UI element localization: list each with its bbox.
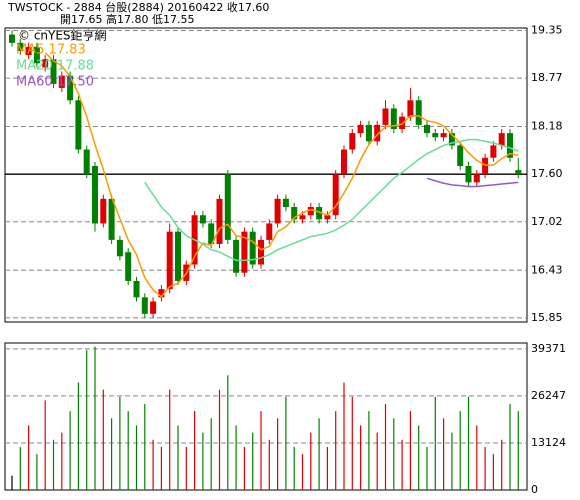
y-tick-label: 26247 (531, 389, 566, 402)
candle-body (507, 133, 513, 158)
candle-body (150, 301, 157, 314)
header-line: 開17.65 高17.80 低17.55 (60, 12, 194, 26)
candle-body (341, 149, 347, 175)
ma-line (426, 177, 519, 188)
candle-body (266, 223, 273, 240)
candle-body (75, 100, 82, 150)
candle-body (365, 124, 372, 142)
candle-body (67, 75, 74, 101)
candle-body (241, 231, 248, 273)
price-frame (4, 27, 528, 323)
candle-body (399, 116, 406, 130)
candle-body (224, 174, 231, 240)
candle-body (432, 133, 439, 138)
candle-body (448, 133, 455, 146)
y-tick-label: 16.43 (531, 263, 563, 276)
candle-body (490, 145, 497, 158)
candle-body (332, 174, 339, 216)
candle-body (382, 108, 389, 125)
y-tick-label: 18.18 (531, 120, 563, 133)
candle-body (83, 149, 90, 175)
candle-body (100, 198, 107, 224)
candle-body (415, 100, 422, 125)
candle-body (33, 46, 40, 64)
candle-body (25, 46, 32, 56)
candle-body (473, 174, 480, 183)
candle-body (199, 215, 206, 224)
candle-body (233, 239, 240, 273)
candle-body (349, 133, 356, 150)
candle-body (58, 75, 65, 88)
legend-entry: MA60 17.50 (16, 75, 94, 90)
candle-body (141, 297, 148, 314)
volume-frame (4, 342, 528, 491)
candle-body (316, 207, 323, 220)
candle-body (465, 165, 472, 183)
candle-body (291, 207, 298, 220)
y-tick-label: 13124 (531, 436, 566, 449)
candle-body (249, 231, 256, 265)
ma-line (144, 138, 519, 262)
candle-body (498, 133, 505, 146)
legend-entry: MA5 17.83 (16, 43, 86, 58)
y-tick-label: 39371 (531, 342, 566, 355)
candle-body (216, 198, 223, 244)
candle-body (282, 198, 289, 208)
candle-body (208, 223, 215, 244)
candle-body (307, 207, 314, 216)
y-tick-label: 17.02 (531, 215, 563, 228)
candle-body (440, 133, 447, 138)
y-tick-label: 0 (531, 483, 538, 496)
candle-body (258, 239, 264, 265)
candle-body (324, 215, 331, 220)
ma-line (44, 52, 519, 298)
y-tick-label: 18.77 (531, 71, 563, 84)
candle-body (9, 34, 15, 43)
candle-body (166, 231, 173, 290)
y-tick-label: 17.60 (531, 167, 563, 180)
candle-body (158, 289, 165, 298)
candle-body (133, 280, 140, 298)
candle-body (299, 215, 306, 220)
candle-body (407, 100, 414, 117)
candle-body (390, 108, 397, 130)
candle-body (274, 198, 281, 224)
candle-body (175, 231, 181, 281)
y-tick-label: 15.85 (531, 311, 563, 324)
legend-entry: MA20 17.88 (16, 59, 94, 74)
candle-body (515, 170, 522, 175)
candle-body (457, 145, 464, 166)
candle-body (125, 252, 132, 281)
candle-body (357, 124, 364, 134)
candle-body (108, 198, 115, 240)
y-tick-label: 19.35 (531, 23, 563, 36)
candle-body (424, 124, 430, 134)
candle-body (42, 59, 49, 68)
candle-body (50, 59, 57, 84)
candle-body (17, 42, 24, 51)
watermark: © cnYES鉅亨網 (18, 28, 107, 43)
candle-body (92, 165, 98, 224)
candle-body (116, 239, 123, 257)
header-line: TWSTOCK - 2884 台股(2884) 20160422 收17.60 (7, 0, 269, 14)
candle-body (482, 157, 489, 175)
candle-body (374, 124, 381, 142)
